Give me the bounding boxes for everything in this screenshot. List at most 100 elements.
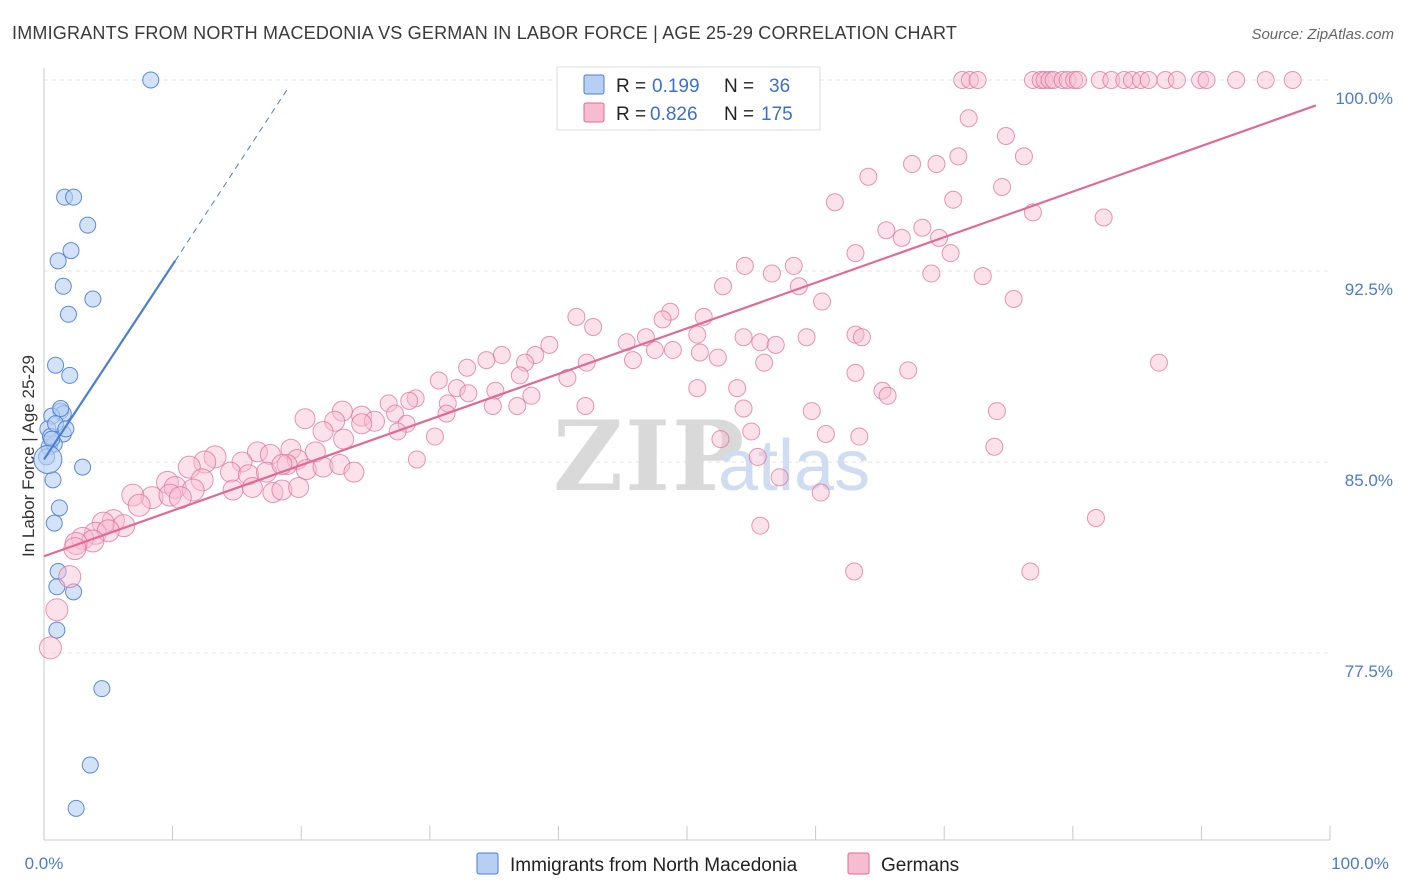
point-germans — [708, 348, 727, 367]
point-north-macedonia — [50, 499, 68, 517]
point-germans — [567, 307, 586, 326]
point-north-macedonia — [44, 471, 62, 489]
point-north-macedonia — [65, 188, 83, 206]
series-north-macedonia-points — [33, 71, 160, 817]
stats-legend-swatch-macedonia — [583, 74, 605, 95]
point-germans — [510, 366, 529, 385]
trend-lines — [43, 87, 1317, 558]
y-tick-label: 92.5% — [1345, 280, 1393, 299]
point-germans — [177, 455, 201, 479]
point-germans — [878, 386, 897, 405]
y-tick-label: 77.5% — [1345, 662, 1393, 681]
point-germans — [892, 228, 911, 247]
point-germans — [816, 424, 835, 443]
point-germans — [762, 264, 781, 283]
point-germans — [755, 353, 774, 372]
point-germans — [193, 450, 217, 474]
point-germans — [351, 405, 373, 427]
point-germans — [364, 410, 386, 432]
trend-line-extension-north-macedonia — [174, 87, 289, 262]
stats-legend-n-label-macedonia: N = — [724, 76, 754, 97]
point-germans — [987, 402, 1006, 421]
point-germans — [81, 529, 105, 553]
point-germans — [140, 486, 164, 510]
point-north-macedonia — [52, 400, 70, 418]
chart-title: IMMIGRANTS FROM NORTH MACEDONIA VS GERMA… — [12, 23, 957, 43]
point-germans — [351, 413, 373, 435]
point-germans — [1014, 147, 1033, 166]
point-germans — [407, 450, 426, 469]
point-germans — [623, 351, 642, 370]
point-germans — [1035, 71, 1054, 89]
point-germans — [288, 476, 310, 498]
point-germans — [852, 328, 871, 347]
y-axis-label: In Labor Force | Age 25-29 — [19, 355, 38, 557]
point-germans — [1040, 71, 1059, 89]
point-germans — [734, 328, 753, 347]
stats-legend-r-value-macedonia: 0.199 — [652, 76, 700, 97]
point-germans — [1021, 562, 1040, 581]
stats-legend-n-value-macedonia: 36 — [769, 76, 790, 97]
watermark-zip: ZIP — [553, 400, 746, 513]
point-germans — [386, 404, 405, 423]
legend-swatch-macedonia — [476, 852, 499, 875]
trend-line-germans — [43, 104, 1317, 558]
point-north-macedonia — [84, 290, 102, 308]
point-germans — [576, 396, 595, 415]
point-germans — [1149, 353, 1168, 372]
point-germans — [429, 371, 448, 390]
point-germans — [877, 221, 896, 240]
point-germans — [688, 325, 707, 344]
point-germans — [343, 461, 365, 483]
y-tick-labels: 77.5% 85.0% 92.5% 100.0% — [1335, 89, 1393, 681]
legend-label-macedonia: Immigrants from North Macedonia — [510, 855, 798, 876]
point-germans — [1191, 71, 1210, 89]
point-germans — [447, 379, 466, 398]
point-north-macedonia — [142, 71, 160, 89]
point-germans — [458, 358, 477, 377]
point-germans — [714, 277, 733, 296]
point-germans — [941, 244, 960, 263]
point-germans — [577, 353, 596, 372]
point-germans — [1197, 71, 1216, 89]
stats-legend-swatch-germans — [583, 102, 605, 123]
point-germans — [968, 71, 987, 89]
point-north-macedonia — [62, 242, 80, 260]
point-germans — [526, 346, 545, 365]
point-germans — [742, 422, 761, 441]
point-north-macedonia — [47, 356, 65, 374]
point-north-macedonia — [74, 458, 92, 476]
point-germans — [246, 441, 268, 463]
point-germans — [127, 493, 151, 517]
point-germans — [825, 193, 844, 212]
point-germans — [329, 454, 351, 476]
point-germans — [846, 363, 865, 382]
y-tick-label: 85.0% — [1345, 471, 1393, 490]
point-germans — [294, 408, 316, 430]
point-germans — [661, 302, 680, 321]
trend-line-north-macedonia — [43, 260, 177, 461]
y-tick-label: 100.0% — [1335, 89, 1393, 108]
point-germans — [1167, 71, 1186, 89]
point-germans — [425, 427, 444, 446]
point-germans — [960, 71, 979, 89]
point-germans — [996, 127, 1015, 146]
stats-legend-n-label-germans: N = — [724, 104, 754, 125]
point-germans — [784, 256, 803, 275]
watermark-atlas: atlas — [718, 426, 870, 506]
x-tick-label-min: 0.0% — [25, 854, 64, 873]
point-germans — [312, 420, 334, 442]
point-germans — [653, 310, 672, 329]
legend-label-germans: Germans — [881, 855, 959, 876]
point-germans — [1044, 71, 1063, 89]
point-germans — [813, 292, 832, 311]
x-tick-marks — [43, 826, 1331, 840]
chart-source: Source: ZipAtlas.com — [1251, 26, 1394, 43]
point-north-macedonia — [61, 366, 79, 384]
point-north-macedonia — [79, 216, 97, 234]
point-germans — [1065, 71, 1084, 89]
point-germans — [522, 386, 541, 405]
point-north-macedonia — [54, 277, 72, 295]
point-germans — [811, 483, 830, 502]
point-germans — [663, 340, 682, 359]
